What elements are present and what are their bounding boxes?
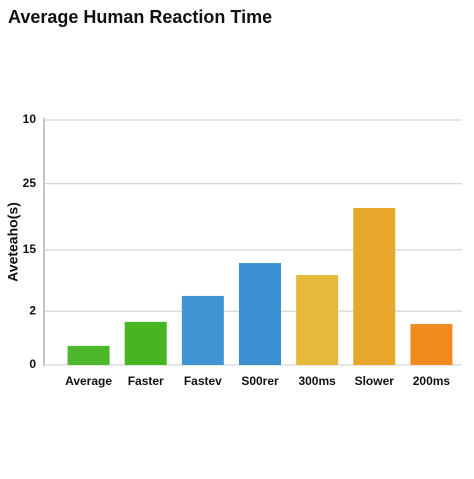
x-tick-label: Fastev xyxy=(184,374,222,388)
chart-title: Average Human Reaction Time xyxy=(8,7,272,27)
y-axis-label: Aveteaho(s) xyxy=(5,202,21,282)
x-tick-label: Average xyxy=(65,374,112,388)
y-tick-label: 2 xyxy=(29,303,36,317)
x-tick-label: 300ms xyxy=(298,374,336,388)
y-tick-label: 25 xyxy=(23,176,37,190)
x-tick-label: Faster xyxy=(128,374,164,388)
bar xyxy=(181,295,224,365)
y-tick-label: 0 xyxy=(29,357,36,371)
bar xyxy=(239,263,281,365)
bar xyxy=(410,324,453,365)
x-tick-label: Slower xyxy=(355,374,395,388)
y-tick-label: 10 xyxy=(23,112,37,126)
y-tick-label: 15 xyxy=(23,242,37,256)
bar xyxy=(124,321,167,365)
x-tick-label: S00rer xyxy=(241,374,279,388)
x-tick-label: 200ms xyxy=(413,374,451,388)
bar xyxy=(353,207,396,365)
bar xyxy=(67,345,110,365)
bar xyxy=(296,275,339,365)
